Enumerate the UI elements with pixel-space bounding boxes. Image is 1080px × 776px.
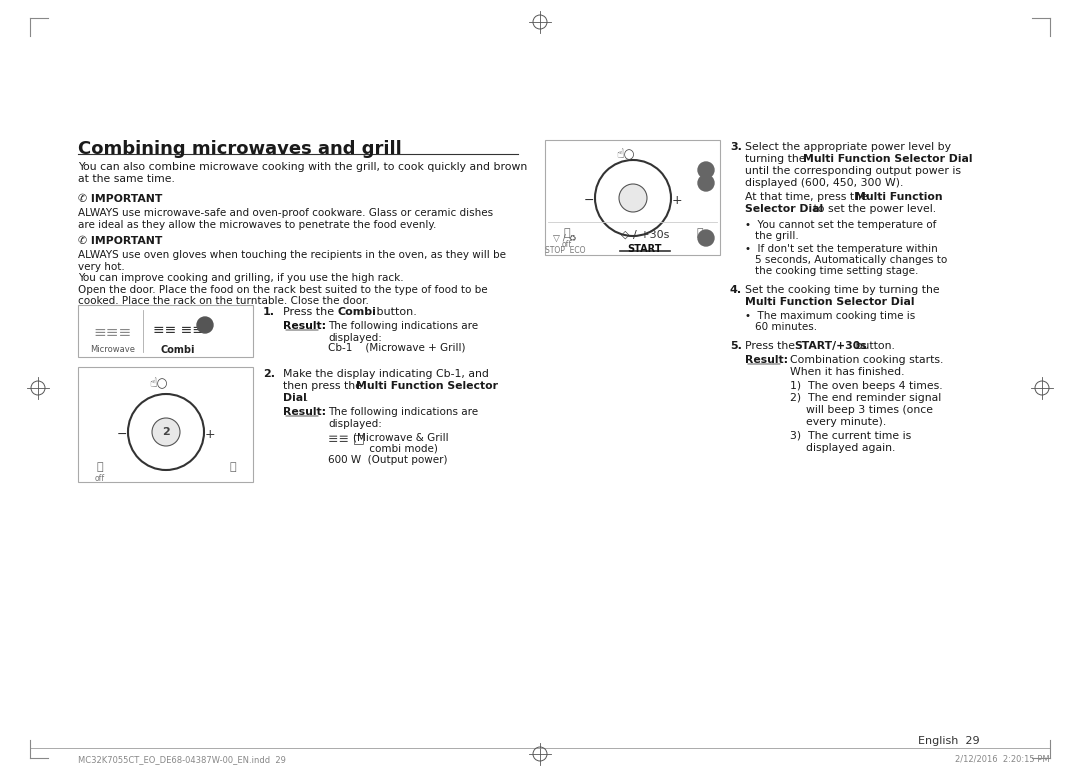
Text: ◇ / +30s: ◇ / +30s bbox=[621, 230, 670, 240]
Text: Combination cooking starts.: Combination cooking starts. bbox=[789, 355, 943, 365]
Text: 600 W  (Output power): 600 W (Output power) bbox=[328, 455, 447, 465]
Text: Combining microwaves and grill: Combining microwaves and grill bbox=[78, 140, 402, 158]
Text: The following indications are
displayed:: The following indications are displayed: bbox=[328, 321, 478, 342]
Text: +: + bbox=[205, 428, 215, 441]
Circle shape bbox=[698, 230, 714, 246]
Text: 3.: 3. bbox=[730, 142, 742, 152]
Text: (Microwave & Grill
     combi mode): (Microwave & Grill combi mode) bbox=[353, 432, 448, 454]
Text: 2: 2 bbox=[162, 427, 170, 437]
Text: ≡≡≡: ≡≡≡ bbox=[94, 325, 132, 340]
Text: MC32K7055CT_EO_DE68-04387W-00_EN.indd  29: MC32K7055CT_EO_DE68-04387W-00_EN.indd 29 bbox=[78, 755, 286, 764]
Text: 4: 4 bbox=[703, 178, 710, 188]
Text: ☝○: ☝○ bbox=[149, 377, 167, 390]
Text: Multi Function Selector Dial: Multi Function Selector Dial bbox=[804, 154, 972, 164]
Text: 🔒: 🔒 bbox=[230, 462, 237, 472]
Text: the grill.: the grill. bbox=[755, 231, 799, 241]
Text: turning the: turning the bbox=[745, 154, 809, 164]
Text: English  29: English 29 bbox=[918, 736, 980, 746]
Text: 🔒: 🔒 bbox=[697, 228, 703, 238]
Circle shape bbox=[152, 418, 180, 446]
Text: The following indications are
displayed:: The following indications are displayed: bbox=[328, 407, 478, 428]
Text: displayed (600, 450, 300 W).: displayed (600, 450, 300 W). bbox=[745, 178, 903, 188]
Text: Combi: Combi bbox=[161, 345, 195, 355]
Text: until the corresponding output power is: until the corresponding output power is bbox=[745, 166, 961, 176]
Text: ✆ IMPORTANT: ✆ IMPORTANT bbox=[78, 194, 162, 204]
Text: to set the power level.: to set the power level. bbox=[810, 204, 936, 214]
Text: 5: 5 bbox=[703, 233, 710, 243]
Text: will beep 3 times (once: will beep 3 times (once bbox=[806, 405, 933, 415]
Text: Cb-1    (Microwave + Grill): Cb-1 (Microwave + Grill) bbox=[328, 343, 465, 353]
Text: Press the: Press the bbox=[745, 341, 798, 351]
Text: 2.: 2. bbox=[264, 369, 275, 379]
Text: 1)  The oven beeps 4 times.: 1) The oven beeps 4 times. bbox=[789, 381, 943, 391]
Text: 5 seconds, Automatically changes to: 5 seconds, Automatically changes to bbox=[755, 255, 947, 265]
Text: 1.: 1. bbox=[264, 307, 275, 317]
Text: +: + bbox=[672, 194, 683, 207]
Text: then press the: then press the bbox=[283, 381, 365, 391]
Text: START/+30s: START/+30s bbox=[794, 341, 866, 351]
Text: button.: button. bbox=[852, 341, 895, 351]
Text: When it has finished.: When it has finished. bbox=[789, 367, 905, 377]
Text: Dial: Dial bbox=[283, 393, 307, 403]
Text: ≡≡ ≡≡: ≡≡ ≡≡ bbox=[152, 323, 203, 337]
Text: the cooking time setting stage.: the cooking time setting stage. bbox=[755, 266, 918, 276]
Text: ⓞ: ⓞ bbox=[97, 462, 104, 472]
Text: −: − bbox=[584, 194, 594, 207]
Text: 5.: 5. bbox=[730, 341, 742, 351]
Text: 3)  The current time is: 3) The current time is bbox=[789, 431, 912, 441]
Text: •  The maximum cooking time is: • The maximum cooking time is bbox=[745, 311, 915, 321]
Text: every minute).: every minute). bbox=[806, 417, 887, 427]
Text: Result:: Result: bbox=[745, 355, 788, 365]
Text: ALWAYS use oven gloves when touching the recipients in the oven, as they will be: ALWAYS use oven gloves when touching the… bbox=[78, 250, 507, 307]
Text: Make the display indicating Cb-1, and: Make the display indicating Cb-1, and bbox=[283, 369, 489, 379]
Text: 2/12/2016  2:20:15 PM: 2/12/2016 2:20:15 PM bbox=[956, 755, 1050, 764]
Text: Multi Function Selector: Multi Function Selector bbox=[356, 381, 498, 391]
Text: ✆ IMPORTANT: ✆ IMPORTANT bbox=[78, 236, 162, 246]
Text: displayed again.: displayed again. bbox=[806, 443, 895, 453]
Text: •  You cannot set the temperature of: • You cannot set the temperature of bbox=[745, 220, 936, 230]
FancyBboxPatch shape bbox=[78, 367, 253, 482]
FancyBboxPatch shape bbox=[78, 305, 253, 357]
Text: Multi Function: Multi Function bbox=[855, 192, 943, 202]
Text: At that time, press the: At that time, press the bbox=[745, 192, 872, 202]
Text: off: off bbox=[562, 240, 572, 249]
Text: 4.: 4. bbox=[730, 285, 742, 295]
Circle shape bbox=[698, 175, 714, 191]
Circle shape bbox=[197, 317, 213, 333]
Text: Select the appropriate power level by: Select the appropriate power level by bbox=[745, 142, 951, 152]
Text: •  If don't set the temperature within: • If don't set the temperature within bbox=[745, 244, 937, 254]
Text: Combi: Combi bbox=[338, 307, 377, 317]
Text: .: . bbox=[305, 393, 309, 403]
Text: STOP  ECO: STOP ECO bbox=[544, 246, 585, 255]
Text: Result:: Result: bbox=[283, 407, 326, 417]
Text: ▽ / ♻: ▽ / ♻ bbox=[553, 234, 577, 243]
Text: Microwave: Microwave bbox=[91, 345, 135, 354]
Text: Result:: Result: bbox=[283, 321, 326, 331]
Text: Selector Dial: Selector Dial bbox=[745, 204, 823, 214]
Text: 3: 3 bbox=[703, 165, 710, 175]
Text: 1: 1 bbox=[201, 321, 208, 331]
Text: You can also combine microwave cooking with the grill, to cook quickly and brown: You can also combine microwave cooking w… bbox=[78, 162, 527, 184]
Text: 60 minutes.: 60 minutes. bbox=[755, 322, 818, 332]
Text: ALWAYS use microwave-safe and oven-proof cookware. Glass or ceramic dishes
are i: ALWAYS use microwave-safe and oven-proof… bbox=[78, 208, 494, 230]
Text: Multi Function Selector Dial: Multi Function Selector Dial bbox=[745, 297, 915, 307]
Text: off: off bbox=[95, 474, 105, 483]
Text: .: . bbox=[895, 297, 899, 307]
Text: button.: button. bbox=[373, 307, 417, 317]
Text: ☝○: ☝○ bbox=[616, 148, 634, 161]
Circle shape bbox=[619, 184, 647, 212]
Text: Press the: Press the bbox=[283, 307, 338, 317]
Text: ⓞ: ⓞ bbox=[564, 228, 570, 238]
FancyBboxPatch shape bbox=[545, 140, 720, 255]
Circle shape bbox=[698, 162, 714, 178]
Text: Set the cooking time by turning the: Set the cooking time by turning the bbox=[745, 285, 940, 295]
Text: 2)  The end reminder signal: 2) The end reminder signal bbox=[789, 393, 942, 403]
Text: −: − bbox=[117, 428, 127, 441]
Text: START: START bbox=[627, 244, 662, 254]
Text: ≡≡ □: ≡≡ □ bbox=[328, 432, 365, 445]
